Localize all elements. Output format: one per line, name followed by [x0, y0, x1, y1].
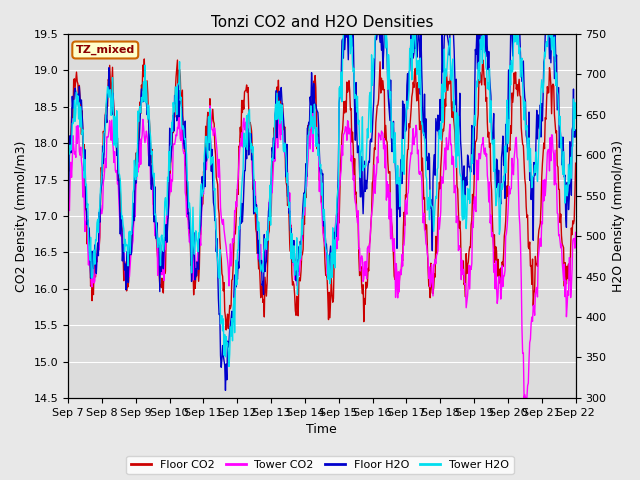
Floor CO2 [125, 256, 133, 262]
Floor H2O [572, 134, 579, 140]
Floor CO2 [74, 79, 81, 84]
Tower CO2 [520, 395, 528, 401]
Tower CO2 [399, 263, 406, 269]
Y-axis label: H2O Density (mmol/m3): H2O Density (mmol/m3) [612, 140, 625, 292]
Tower H2O [385, 52, 392, 58]
Tower H2O [74, 101, 81, 107]
Tower CO2 [177, 138, 185, 144]
Title: Tonzi CO2 and H2O Densities: Tonzi CO2 and H2O Densities [211, 15, 433, 30]
Floor H2O [204, 138, 212, 144]
Tower H2O [399, 153, 407, 158]
Floor CO2 [222, 327, 230, 333]
Floor H2O [340, 31, 348, 37]
Floor H2O [399, 135, 407, 141]
Tower CO2 [204, 137, 212, 143]
Tower CO2 [64, 226, 72, 232]
Line: Tower H2O: Tower H2O [68, 34, 575, 367]
Floor CO2 [399, 225, 407, 231]
Tower H2O [125, 228, 133, 234]
Line: Floor CO2: Floor CO2 [68, 59, 575, 330]
Floor H2O [177, 100, 185, 106]
Text: TZ_mixed: TZ_mixed [76, 45, 135, 55]
Floor CO2 [140, 56, 148, 62]
Tower H2O [204, 155, 212, 161]
Floor CO2 [178, 94, 186, 100]
Floor CO2 [205, 112, 212, 118]
Legend: Floor CO2, Tower CO2, Floor H2O, Tower H2O: Floor CO2, Tower CO2, Floor H2O, Tower H… [126, 456, 514, 474]
Floor CO2 [64, 158, 72, 164]
Floor CO2 [572, 160, 579, 166]
Tower CO2 [384, 194, 392, 200]
Tower H2O [177, 94, 185, 100]
Floor H2O [64, 212, 72, 217]
Tower H2O [339, 31, 347, 37]
Y-axis label: CO2 Density (mmol/m3): CO2 Density (mmol/m3) [15, 140, 28, 292]
Tower CO2 [206, 103, 214, 108]
Tower H2O [572, 115, 579, 121]
Floor CO2 [385, 170, 392, 176]
Tower CO2 [74, 141, 81, 146]
Floor H2O [221, 387, 229, 393]
Tower CO2 [125, 274, 133, 279]
Line: Floor H2O: Floor H2O [68, 34, 575, 390]
Tower CO2 [572, 229, 579, 235]
X-axis label: Time: Time [307, 423, 337, 436]
Tower H2O [64, 186, 72, 192]
Tower H2O [225, 364, 233, 370]
Line: Tower CO2: Tower CO2 [68, 106, 575, 398]
Floor H2O [125, 238, 133, 244]
Floor H2O [385, 98, 392, 104]
Floor H2O [74, 96, 81, 101]
